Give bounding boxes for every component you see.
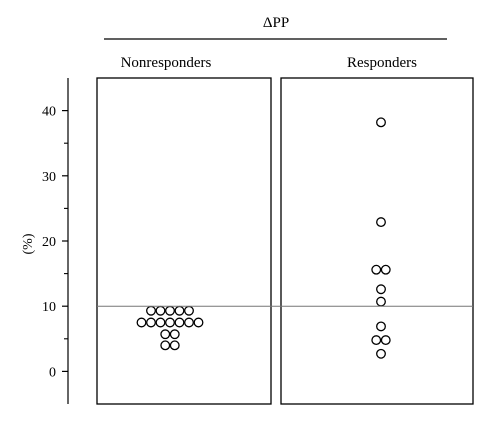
data-point	[169, 329, 180, 340]
panel-label-responders: Responders	[347, 55, 417, 71]
data-point	[371, 264, 382, 275]
y-tick-label: 40	[42, 105, 56, 120]
data-point	[174, 305, 185, 316]
panel-nonresponders: Nonresponders	[96, 55, 272, 405]
y-tick-label: 30	[42, 170, 56, 185]
points-nonresponders	[136, 305, 204, 351]
data-point	[165, 305, 175, 316]
data-point	[146, 305, 156, 316]
panel-frame-nonresponders	[96, 77, 272, 405]
data-point	[174, 317, 185, 328]
panel-responders: Responders	[280, 55, 474, 405]
points-responders	[371, 117, 391, 359]
panel-frame-responders	[280, 77, 474, 405]
data-point	[184, 317, 194, 328]
data-point	[165, 317, 175, 328]
data-point	[193, 317, 204, 328]
data-point	[380, 335, 391, 346]
data-point	[155, 317, 166, 328]
data-point	[155, 305, 166, 316]
y-tick-label: 0	[49, 365, 56, 380]
panel-label-nonresponders: Nonresponders	[121, 55, 212, 71]
y-tick-label: 10	[42, 300, 56, 315]
data-point	[376, 296, 386, 307]
data-point	[169, 340, 180, 351]
data-point	[371, 335, 382, 346]
data-point	[376, 117, 386, 128]
data-point	[184, 305, 194, 316]
data-point	[146, 317, 156, 328]
y-axis: 0 10 20 30 40	[42, 78, 69, 404]
data-point	[376, 217, 386, 228]
data-point	[376, 284, 386, 295]
chart-title: ΔPP	[263, 15, 289, 31]
data-point	[160, 340, 171, 351]
data-point	[376, 321, 386, 332]
data-point	[136, 317, 147, 328]
y-axis-label: (%)	[21, 233, 36, 254]
data-point	[376, 348, 386, 359]
data-point	[160, 329, 171, 340]
y-tick-label: 20	[42, 235, 56, 250]
data-point	[380, 264, 391, 275]
